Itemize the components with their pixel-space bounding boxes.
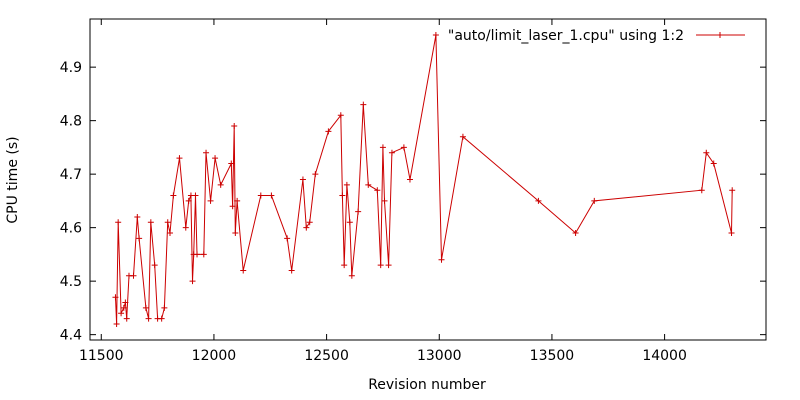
- data-point: [268, 192, 275, 199]
- data-point: [194, 251, 201, 258]
- data-point: [299, 176, 306, 183]
- data-point: [115, 219, 122, 226]
- x-tick-label: 12500: [304, 348, 349, 364]
- data-point: [306, 219, 313, 226]
- x-axis-title: Revision number: [368, 377, 486, 393]
- data-point: [710, 160, 717, 167]
- data-point: [591, 197, 598, 204]
- data-point: [134, 213, 141, 220]
- data-point: [120, 304, 127, 311]
- y-tick-label: 4.8: [60, 114, 82, 130]
- data-point: [176, 155, 183, 162]
- legend-marker: [717, 32, 723, 38]
- data-point: [200, 251, 207, 258]
- data-point: [136, 235, 143, 242]
- data-point: [130, 272, 137, 279]
- data-point: [170, 192, 177, 199]
- data-point: [728, 230, 735, 236]
- data-point: [348, 272, 355, 279]
- x-tick-label: 14000: [642, 348, 687, 364]
- data-point: [406, 176, 413, 183]
- data-point: [400, 144, 407, 151]
- y-tick-label: 4.6: [60, 221, 82, 237]
- data-point: [343, 181, 350, 188]
- data-point: [212, 155, 219, 162]
- data-point: [703, 149, 710, 156]
- legend: "auto/limit_laser_1.cpu" using 1:2: [448, 28, 745, 44]
- data-point: [217, 181, 224, 188]
- y-tick-label: 4.5: [60, 274, 82, 290]
- x-tick-label: 12000: [192, 348, 237, 364]
- axis-tick-labels: 11500 12000 12500 13000 13500 14000 4.4 4.5 4.6 4…: [60, 60, 687, 364]
- data-point: [341, 262, 348, 269]
- data-point: [698, 187, 705, 194]
- data-point: [572, 230, 579, 236]
- data-point: [388, 149, 395, 156]
- data-point: [337, 112, 344, 119]
- data-point: [189, 278, 196, 285]
- data-point: [147, 219, 154, 226]
- x-tick-label: 11500: [79, 348, 124, 364]
- y-axis-title: CPU time (s): [5, 136, 21, 223]
- data-point: [232, 230, 239, 236]
- series-layer: [112, 32, 736, 327]
- data-point: [303, 224, 310, 231]
- data-point: [535, 197, 542, 204]
- data-point: [379, 144, 386, 151]
- data-point: [231, 123, 238, 129]
- data-point: [325, 128, 332, 135]
- data-point: [207, 197, 214, 204]
- x-tick-label: 13500: [530, 348, 575, 364]
- x-tick-label: 13000: [417, 348, 462, 364]
- data-point: [729, 187, 736, 194]
- data-point: [164, 219, 171, 226]
- data-point: [118, 310, 125, 317]
- data-point: [166, 230, 173, 236]
- data-point: [122, 299, 129, 306]
- data-point: [432, 32, 439, 39]
- data-point: [228, 160, 235, 167]
- data-point: [158, 315, 165, 322]
- legend-sample: [696, 32, 745, 38]
- data-point: [234, 197, 241, 204]
- data-point: [203, 149, 210, 156]
- data-point: [185, 197, 192, 204]
- data-point: [438, 256, 445, 263]
- data-point: [381, 197, 388, 204]
- data-point: [288, 267, 295, 274]
- data-point: [346, 219, 353, 226]
- y-tick-label: 4.9: [60, 60, 82, 76]
- y-tick-label: 4.7: [60, 167, 82, 183]
- data-point: [161, 304, 168, 311]
- data-point: [355, 208, 362, 215]
- data-point: [192, 192, 199, 199]
- data-point: [459, 133, 466, 140]
- plot-frame: [89, 18, 767, 341]
- data-point: [360, 101, 367, 108]
- data-point: [151, 262, 158, 269]
- data-point: [240, 267, 247, 274]
- data-point: [257, 192, 264, 199]
- data-point: [385, 262, 392, 269]
- data-point: [377, 262, 384, 269]
- data-point: [123, 315, 130, 322]
- data-point: [284, 235, 291, 242]
- data-point: [142, 304, 149, 311]
- axis-ticks: [90, 19, 766, 340]
- data-point: [365, 181, 372, 188]
- data-point: [182, 224, 189, 231]
- series-line: [115, 35, 733, 324]
- legend-label: "auto/limit_laser_1.cpu" using 1:2: [448, 28, 684, 44]
- data-point: [312, 171, 319, 178]
- data-point: [145, 315, 152, 322]
- data-point: [374, 187, 381, 194]
- data-point: [229, 203, 236, 210]
- y-tick-label: 4.4: [60, 328, 82, 344]
- data-point: [112, 294, 119, 301]
- data-point: [113, 320, 120, 327]
- data-point: [339, 192, 346, 199]
